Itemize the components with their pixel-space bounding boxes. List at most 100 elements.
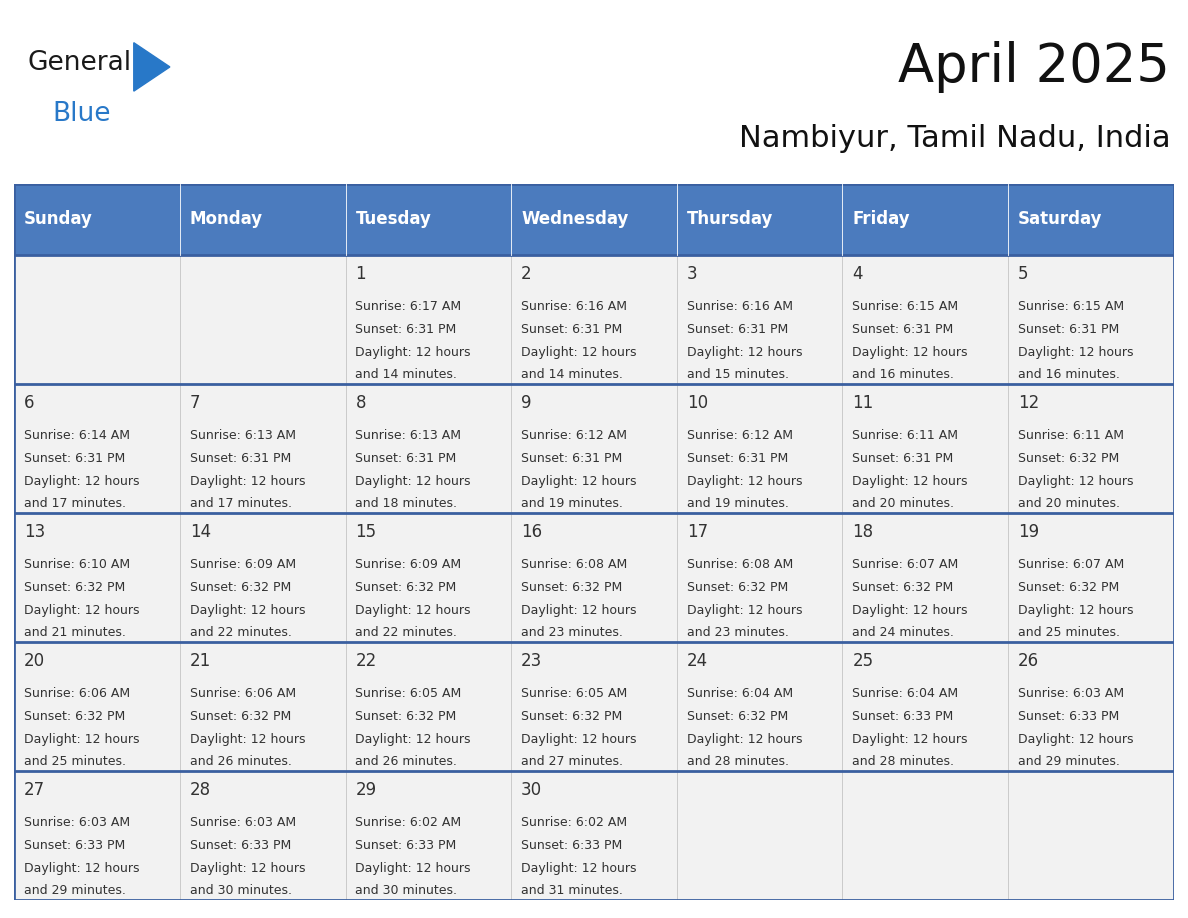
Text: Daylight: 12 hours: Daylight: 12 hours [190, 733, 305, 745]
Text: Sunset: 6:32 PM: Sunset: 6:32 PM [687, 581, 788, 594]
Text: 20: 20 [24, 652, 45, 670]
Text: and 26 minutes.: and 26 minutes. [355, 756, 457, 768]
Text: Sunrise: 6:06 AM: Sunrise: 6:06 AM [190, 688, 296, 700]
Bar [14, 384, 1174, 512]
Text: 26: 26 [1018, 652, 1040, 670]
Text: Sunset: 6:32 PM: Sunset: 6:32 PM [24, 710, 126, 723]
Text: Sunset: 6:31 PM: Sunset: 6:31 PM [24, 452, 126, 465]
Text: Sunset: 6:33 PM: Sunset: 6:33 PM [24, 839, 126, 852]
Text: April 2025: April 2025 [898, 41, 1170, 94]
Text: Daylight: 12 hours: Daylight: 12 hours [522, 603, 637, 617]
Text: and 17 minutes.: and 17 minutes. [24, 498, 126, 510]
Text: 2: 2 [522, 265, 532, 283]
Text: Daylight: 12 hours: Daylight: 12 hours [853, 345, 968, 359]
Text: Sunset: 6:31 PM: Sunset: 6:31 PM [687, 452, 788, 465]
Text: 23: 23 [522, 652, 543, 670]
Text: Monday: Monday [190, 210, 263, 228]
Text: and 17 minutes.: and 17 minutes. [190, 498, 292, 510]
Bar [511, 184, 677, 254]
Text: 25: 25 [853, 652, 873, 670]
Text: and 23 minutes.: and 23 minutes. [522, 626, 623, 639]
Text: 14: 14 [190, 523, 211, 541]
Text: Sunset: 6:33 PM: Sunset: 6:33 PM [853, 710, 954, 723]
Text: Daylight: 12 hours: Daylight: 12 hours [1018, 345, 1133, 359]
Text: Daylight: 12 hours: Daylight: 12 hours [355, 345, 470, 359]
Text: Daylight: 12 hours: Daylight: 12 hours [522, 733, 637, 745]
Text: Sunrise: 6:03 AM: Sunrise: 6:03 AM [24, 816, 131, 830]
Text: 12: 12 [1018, 394, 1040, 412]
Text: Daylight: 12 hours: Daylight: 12 hours [853, 733, 968, 745]
Text: Sunset: 6:31 PM: Sunset: 6:31 PM [687, 323, 788, 336]
Text: Daylight: 12 hours: Daylight: 12 hours [1018, 603, 1133, 617]
Text: Sunset: 6:32 PM: Sunset: 6:32 PM [522, 581, 623, 594]
Text: 19: 19 [1018, 523, 1040, 541]
Text: and 22 minutes.: and 22 minutes. [190, 626, 292, 639]
Text: and 29 minutes.: and 29 minutes. [1018, 756, 1120, 768]
Text: 22: 22 [355, 652, 377, 670]
Text: 15: 15 [355, 523, 377, 541]
Text: Sunset: 6:33 PM: Sunset: 6:33 PM [1018, 710, 1119, 723]
Text: 28: 28 [190, 781, 211, 799]
Text: and 14 minutes.: and 14 minutes. [522, 368, 623, 381]
Text: Tuesday: Tuesday [355, 210, 431, 228]
Text: Sunrise: 6:09 AM: Sunrise: 6:09 AM [190, 558, 296, 571]
Text: Sunrise: 6:04 AM: Sunrise: 6:04 AM [853, 688, 959, 700]
Text: Sunset: 6:32 PM: Sunset: 6:32 PM [687, 710, 788, 723]
Text: and 30 minutes.: and 30 minutes. [355, 884, 457, 897]
Text: Sunrise: 6:11 AM: Sunrise: 6:11 AM [853, 430, 959, 442]
Text: Sunday: Sunday [24, 210, 93, 228]
Text: Sunset: 6:31 PM: Sunset: 6:31 PM [355, 452, 456, 465]
Text: 4: 4 [853, 265, 862, 283]
Text: Sunset: 6:33 PM: Sunset: 6:33 PM [190, 839, 291, 852]
Text: Daylight: 12 hours: Daylight: 12 hours [24, 733, 140, 745]
Text: Daylight: 12 hours: Daylight: 12 hours [853, 603, 968, 617]
Text: and 15 minutes.: and 15 minutes. [687, 368, 789, 381]
Bar [179, 184, 346, 254]
Bar [14, 254, 1174, 384]
Text: and 28 minutes.: and 28 minutes. [687, 756, 789, 768]
Text: Daylight: 12 hours: Daylight: 12 hours [24, 603, 140, 617]
Text: 1: 1 [355, 265, 366, 283]
Text: Sunset: 6:31 PM: Sunset: 6:31 PM [522, 323, 623, 336]
Bar [677, 184, 842, 254]
Text: Blue: Blue [52, 102, 110, 128]
Text: Sunset: 6:31 PM: Sunset: 6:31 PM [853, 452, 954, 465]
Text: Sunrise: 6:06 AM: Sunrise: 6:06 AM [24, 688, 131, 700]
Text: 10: 10 [687, 394, 708, 412]
Text: Sunset: 6:32 PM: Sunset: 6:32 PM [190, 710, 291, 723]
Text: Sunrise: 6:08 AM: Sunrise: 6:08 AM [522, 558, 627, 571]
Text: Daylight: 12 hours: Daylight: 12 hours [190, 603, 305, 617]
Text: and 22 minutes.: and 22 minutes. [355, 626, 457, 639]
Text: 17: 17 [687, 523, 708, 541]
Text: Sunset: 6:32 PM: Sunset: 6:32 PM [522, 710, 623, 723]
Text: Sunrise: 6:03 AM: Sunrise: 6:03 AM [190, 816, 296, 830]
Text: Sunset: 6:32 PM: Sunset: 6:32 PM [190, 581, 291, 594]
Text: Saturday: Saturday [1018, 210, 1102, 228]
Text: Friday: Friday [853, 210, 910, 228]
Text: 8: 8 [355, 394, 366, 412]
Text: Daylight: 12 hours: Daylight: 12 hours [687, 475, 802, 487]
Text: Daylight: 12 hours: Daylight: 12 hours [1018, 475, 1133, 487]
Text: Sunset: 6:32 PM: Sunset: 6:32 PM [1018, 452, 1119, 465]
Text: and 21 minutes.: and 21 minutes. [24, 626, 126, 639]
Text: Sunrise: 6:17 AM: Sunrise: 6:17 AM [355, 300, 462, 313]
Bar [14, 642, 1174, 770]
Text: Daylight: 12 hours: Daylight: 12 hours [355, 603, 470, 617]
Text: Daylight: 12 hours: Daylight: 12 hours [24, 475, 140, 487]
Text: Sunrise: 6:05 AM: Sunrise: 6:05 AM [355, 688, 462, 700]
Text: Sunrise: 6:09 AM: Sunrise: 6:09 AM [355, 558, 462, 571]
Text: Sunrise: 6:16 AM: Sunrise: 6:16 AM [522, 300, 627, 313]
Text: Sunrise: 6:04 AM: Sunrise: 6:04 AM [687, 688, 792, 700]
Text: Sunrise: 6:14 AM: Sunrise: 6:14 AM [24, 430, 131, 442]
Bar [346, 184, 511, 254]
Bar [1009, 184, 1174, 254]
Text: Sunset: 6:32 PM: Sunset: 6:32 PM [355, 581, 456, 594]
Text: Sunset: 6:32 PM: Sunset: 6:32 PM [24, 581, 126, 594]
Text: and 20 minutes.: and 20 minutes. [1018, 498, 1120, 510]
Text: Daylight: 12 hours: Daylight: 12 hours [687, 345, 802, 359]
Text: and 14 minutes.: and 14 minutes. [355, 368, 457, 381]
Text: 27: 27 [24, 781, 45, 799]
Text: Sunrise: 6:13 AM: Sunrise: 6:13 AM [355, 430, 461, 442]
Text: Sunrise: 6:07 AM: Sunrise: 6:07 AM [853, 558, 959, 571]
Text: Sunset: 6:32 PM: Sunset: 6:32 PM [853, 581, 954, 594]
